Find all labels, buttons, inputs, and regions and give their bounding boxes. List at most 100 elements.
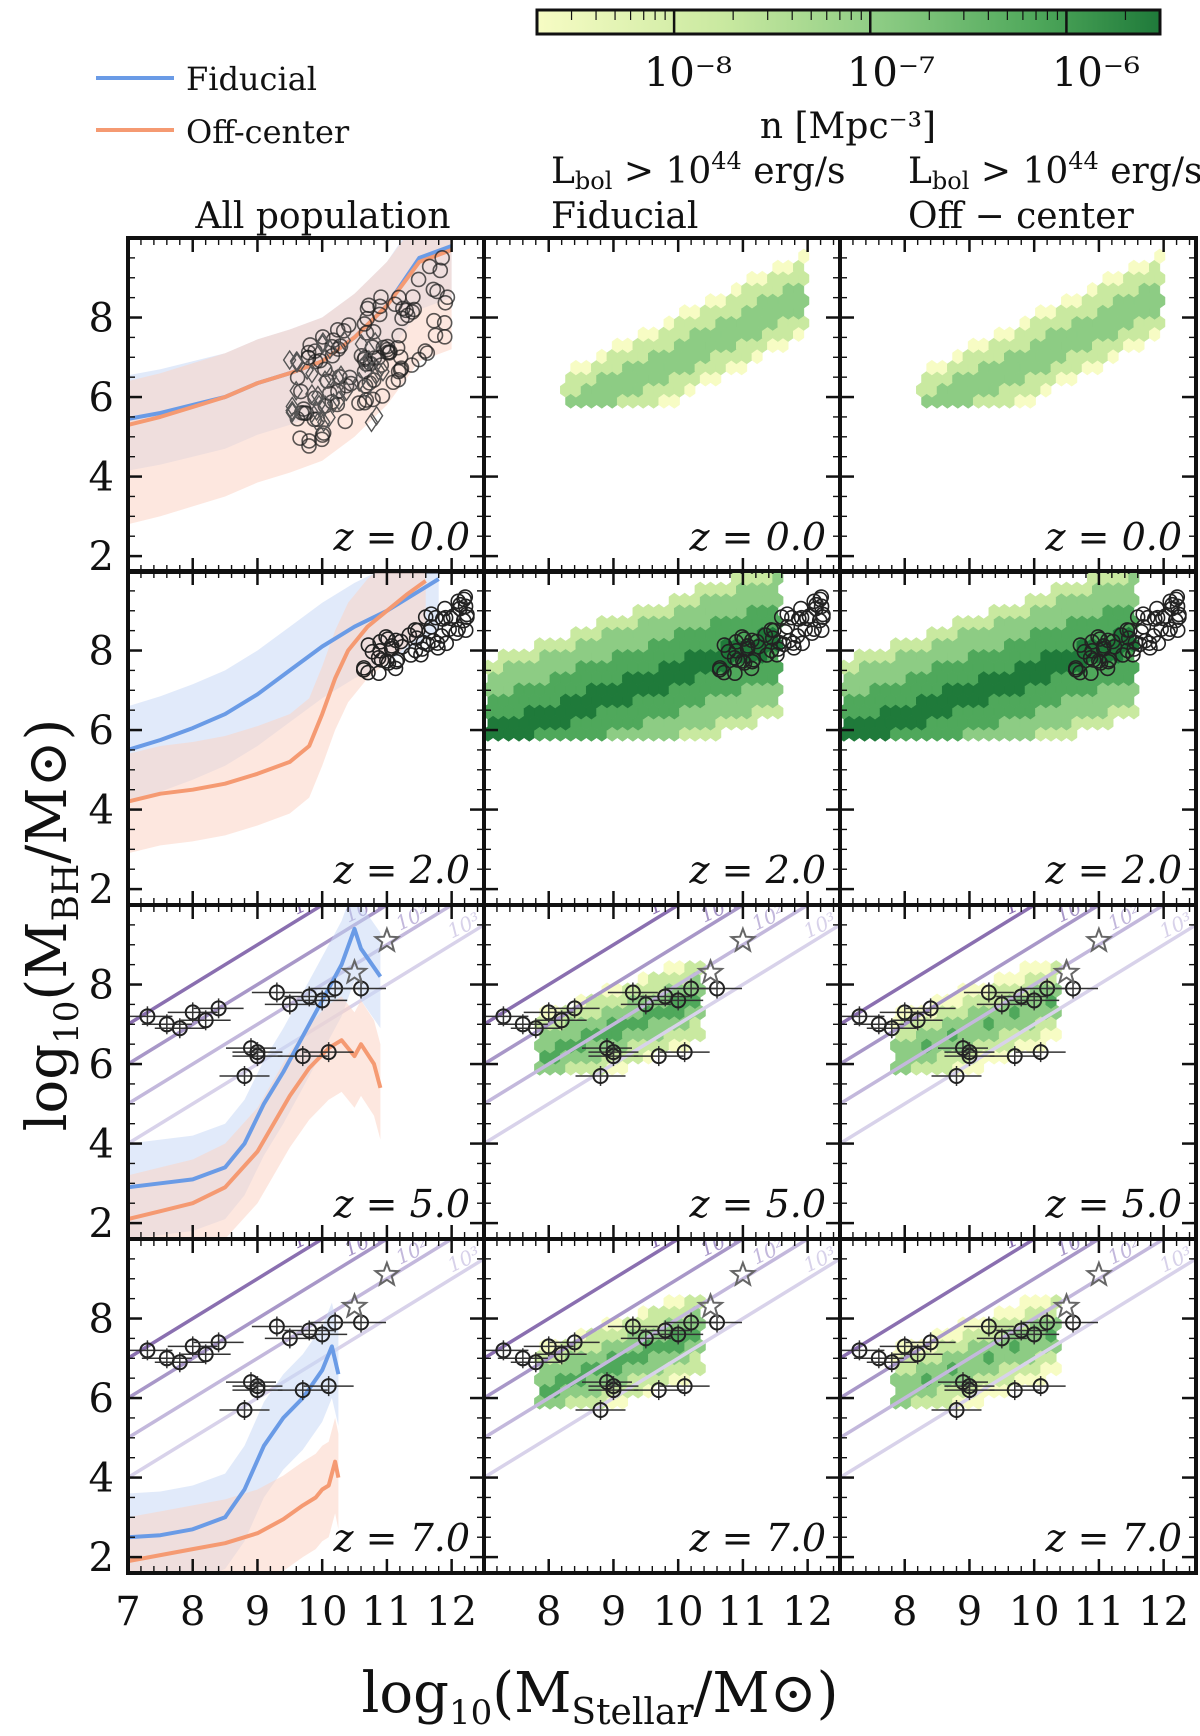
observation-pentagon <box>716 637 733 653</box>
observation-point <box>393 360 410 377</box>
x-axis-mass: (M <box>492 1661 571 1726</box>
observation-point <box>961 1378 978 1395</box>
observation-pentagon <box>1132 636 1148 653</box>
y-tick-label: 6 <box>89 1042 114 1088</box>
y-tick-label: 4 <box>89 1122 114 1168</box>
observation-pentagon <box>420 636 436 653</box>
colorbar-label: n [Mpc⁻³] <box>760 106 936 147</box>
observation-point <box>922 1334 939 1351</box>
ratio-line <box>484 1239 682 1361</box>
hexbin-cell <box>798 248 810 265</box>
column-header-offcenter: Off − center <box>908 196 1135 237</box>
y-tick-label: 4 <box>89 788 114 834</box>
observation-point <box>437 294 454 311</box>
observation-point <box>993 996 1010 1013</box>
observation-point <box>249 1044 266 1061</box>
observation-diamond <box>285 396 300 417</box>
observation-pentagon <box>1068 660 1084 676</box>
observation-point <box>268 984 285 1001</box>
series-line-offcenter <box>128 1459 341 1564</box>
observation-point <box>637 1330 654 1347</box>
observation-diamond <box>368 331 383 353</box>
observation-point <box>436 315 453 331</box>
observation-point <box>527 1354 544 1371</box>
scatter-band-offcenter <box>128 238 452 525</box>
panel-content <box>560 248 810 409</box>
observation-pentagon <box>360 637 377 653</box>
observation-pentagon <box>786 640 802 656</box>
observation-star <box>340 1291 369 1319</box>
ratio-line <box>840 1239 1103 1401</box>
observation-point <box>993 1330 1010 1347</box>
series-line-fiducial <box>128 926 383 1190</box>
colorbar-tick-label: 10⁻⁷ <box>847 50 935 96</box>
x-tick-label: 10 <box>1009 1589 1060 1635</box>
observation-pentagon <box>1164 596 1181 613</box>
observation-pentagon <box>1162 593 1179 610</box>
observation-pentagon <box>428 609 444 626</box>
observation-star <box>1084 1259 1114 1287</box>
x-tick-label: 12 <box>782 1589 833 1635</box>
observation-point <box>909 1346 926 1363</box>
observation-pentagon <box>356 660 372 676</box>
redshift-label: z = 7.0 <box>1045 1516 1182 1560</box>
panel-grid: 2 4 6 8 z = 0.0 z = 0.0 z = 0.0 2 4 6 8 z = 2.0 z = … <box>89 236 1200 1635</box>
observation-pentagon <box>388 632 404 649</box>
observation-point <box>883 1354 900 1371</box>
observation-point <box>390 363 407 380</box>
ratio-line <box>840 922 1196 1146</box>
observation-diamond <box>316 411 331 433</box>
scatter-band-offcenter <box>128 1417 339 1573</box>
observation-point <box>605 1044 622 1061</box>
observation-point <box>171 1354 188 1371</box>
lbol-subscript: bol <box>575 167 613 195</box>
ratio-line <box>128 905 391 1067</box>
observation-pentagon <box>437 600 453 617</box>
ratio-line-label: 10³ : 1 <box>1156 894 1200 943</box>
lbol-unit: erg/s <box>742 151 846 192</box>
observation-pentagon <box>727 665 743 682</box>
observation-star <box>696 957 725 985</box>
observation-point <box>249 1378 266 1395</box>
ratio-line <box>840 1239 1038 1361</box>
observation-point <box>540 1004 557 1021</box>
observation-point <box>1032 1378 1049 1395</box>
observation-pentagon <box>1100 653 1117 670</box>
observation-point <box>527 1020 544 1037</box>
observation-point <box>379 338 396 355</box>
observation-pentagon <box>370 650 387 666</box>
x-axis-log-sub: 10 <box>449 1693 492 1731</box>
observation-diamond <box>371 360 386 381</box>
observation-point <box>637 996 654 1013</box>
ratio-line-label: 10³ : 1 <box>800 1228 870 1277</box>
observation-point <box>330 383 346 400</box>
observation-point <box>337 413 354 430</box>
observation-diamond <box>315 333 330 355</box>
ratio-line <box>484 905 811 1106</box>
observation-pentagon <box>1149 609 1166 626</box>
redshift-label: z = 5.0 <box>333 1182 470 1226</box>
observation-point <box>301 438 317 454</box>
observation-point <box>374 388 391 404</box>
redshift-label: z = 2.0 <box>689 848 826 892</box>
observation-point <box>553 1346 570 1363</box>
lbol-superscript: 44 <box>711 147 742 175</box>
observation-diamond <box>312 394 326 415</box>
column-header-all-population: All population <box>194 196 450 237</box>
ratio-line-label: 10³ : 1 <box>444 1228 514 1277</box>
observation-pentagon <box>1162 621 1178 637</box>
lbol-mid: > 10 <box>612 151 711 192</box>
observation-point <box>566 1334 583 1351</box>
redshift-label: z = 0.0 <box>333 515 470 559</box>
observation-point <box>268 1318 285 1335</box>
observation-diamond <box>362 349 376 371</box>
observation-point <box>676 1044 693 1061</box>
x-tick-label: 9 <box>601 1589 626 1635</box>
observation-point <box>294 1382 311 1399</box>
observation-point <box>372 298 388 315</box>
observation-point <box>1026 1326 1043 1343</box>
observation-point <box>922 1000 939 1017</box>
